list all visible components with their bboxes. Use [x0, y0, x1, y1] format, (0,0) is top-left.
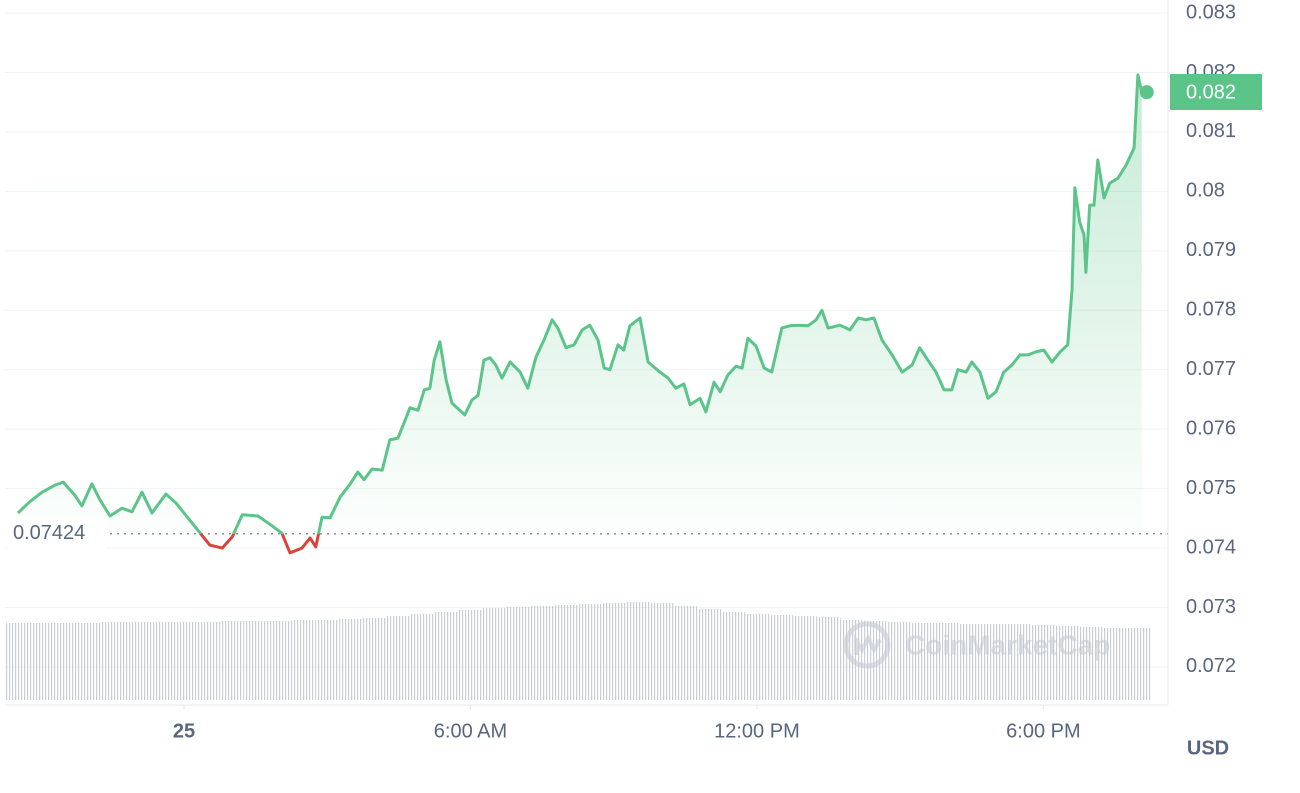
last-point	[1139, 85, 1154, 100]
y-tick-label: 0.08	[1186, 180, 1225, 202]
volume-bar	[1079, 627, 1104, 700]
volume-bar	[601, 603, 626, 700]
volume-bar	[52, 623, 77, 700]
y-tick-label: 0.073	[1186, 596, 1236, 618]
price-tag-bg	[1170, 74, 1262, 110]
x-tick-label: 12:00 PM	[714, 720, 800, 742]
volume-bar	[386, 616, 411, 700]
x-tick-label: 6:00 PM	[1006, 720, 1080, 742]
price-area	[17, 74, 1142, 534]
volume-bar	[434, 612, 459, 700]
y-tick-label: 0.077	[1186, 358, 1236, 380]
volume-bar	[912, 623, 936, 700]
y-tick-label: 0.072	[1186, 655, 1236, 677]
volume-bar	[100, 622, 125, 700]
volume-bar	[339, 619, 364, 700]
volume-bar	[983, 624, 1008, 700]
volume-bar	[577, 604, 602, 700]
volume-bar	[697, 609, 722, 700]
volume-bar	[649, 603, 674, 700]
y-tick-label: 0.076	[1186, 417, 1236, 439]
volume-bar	[721, 612, 746, 700]
volume-bar	[410, 614, 435, 700]
price-line	[16, 73, 1144, 534]
y-tick-label: 0.079	[1186, 239, 1236, 261]
volume-bar	[195, 622, 220, 700]
volume-bar	[76, 623, 101, 700]
volume-bar	[768, 615, 793, 700]
baseline-label-bg	[7, 516, 107, 551]
y-tick-label: 0.078	[1186, 299, 1236, 321]
volume-bar	[267, 621, 292, 700]
volume-bar	[625, 602, 650, 700]
y-tick-label: 0.075	[1186, 477, 1236, 499]
volume-bar	[5, 623, 29, 700]
price-tag: 0.082	[1186, 81, 1236, 103]
volume-bar	[243, 621, 268, 700]
volume-bar	[28, 623, 53, 700]
x-tick-label: 25	[173, 720, 195, 742]
volume-bar	[959, 624, 984, 700]
volume-bar	[530, 606, 555, 700]
volume-bar	[1031, 625, 1056, 700]
volume-bar	[148, 622, 173, 700]
volume-bar	[1103, 628, 1127, 700]
volume-bar	[673, 606, 698, 700]
volume-bar	[315, 620, 340, 700]
volume-bar	[1126, 628, 1151, 700]
volume-bar	[1007, 624, 1032, 700]
volume-bar	[363, 618, 387, 700]
volume-bar	[888, 622, 913, 700]
volume-bar	[1055, 626, 1080, 700]
volume-bar	[458, 610, 483, 700]
y-tick-label: 0.074	[1186, 536, 1236, 558]
volume-bar	[219, 621, 244, 700]
currency-label: USD	[1187, 737, 1229, 759]
y-tick-label: 0.083	[1186, 1, 1236, 23]
volume-bar	[935, 623, 960, 700]
volume-bar	[816, 617, 841, 700]
volume-bar	[506, 607, 531, 700]
watermark-text: CoinMarketCap	[905, 629, 1110, 660]
volume-bar	[482, 608, 507, 700]
volume-bar	[124, 622, 149, 700]
baseline-label: 0.07424	[13, 522, 85, 544]
x-tick-label: 6:00 AM	[434, 720, 507, 742]
volume-bar	[745, 614, 769, 700]
y-tick-label: 0.081	[1186, 120, 1236, 142]
volume-bar	[291, 620, 316, 700]
volume-bar	[172, 622, 196, 700]
volume-bar	[554, 605, 578, 700]
volume-bar	[792, 616, 817, 700]
watermark: CoinMarketCap	[843, 621, 1110, 669]
